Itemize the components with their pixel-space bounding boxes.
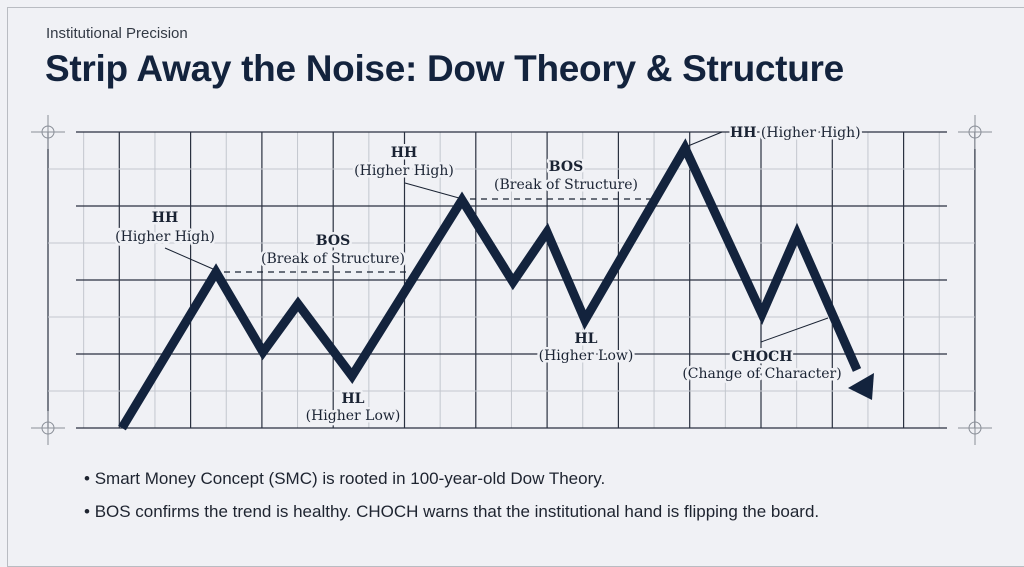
label-hh3: HH (Higher High) xyxy=(728,123,864,144)
svg-text:HH (Higher High): HH (Higher High) xyxy=(730,125,861,141)
svg-text:HL: HL xyxy=(574,331,597,347)
svg-text:HH: HH xyxy=(152,210,178,226)
label-choch: CHOCH (Change of Character) xyxy=(680,347,844,385)
svg-text:(Higher High): (Higher High) xyxy=(354,163,454,179)
label-bos1: BOS (Break of Structure) xyxy=(259,231,408,270)
label-bos2: BOS (Break of Structure) xyxy=(492,157,641,196)
leader-choch xyxy=(760,317,829,343)
label-hh2: HH (Higher High) xyxy=(352,143,457,182)
crosshair-icons xyxy=(31,115,992,445)
svg-text:(Higher Low): (Higher Low) xyxy=(306,408,401,424)
grid xyxy=(47,131,976,429)
svg-text:CHOCH: CHOCH xyxy=(732,349,793,365)
page-title: Strip Away the Noise: Dow Theory & Struc… xyxy=(45,48,844,89)
svg-text:HL: HL xyxy=(341,391,364,407)
label-hh1: HH (Higher High) xyxy=(113,208,218,248)
svg-text:(Break of Structure): (Break of Structure) xyxy=(261,251,405,267)
leader-hh1 xyxy=(164,247,214,270)
bullet-list: Smart Money Concept (SMC) is rooted in 1… xyxy=(84,462,819,528)
svg-text:(Break of Structure): (Break of Structure) xyxy=(494,177,638,193)
structure-diagram: HH (Higher High) BOS (Break of Structure… xyxy=(31,115,992,445)
arrow-head-icon xyxy=(848,373,874,400)
bullet-item: Smart Money Concept (SMC) is rooted in 1… xyxy=(84,462,819,495)
kicker: Institutional Precision xyxy=(46,25,188,42)
label-hl2: HL (Higher Low) xyxy=(536,329,636,367)
leader-lines xyxy=(164,131,829,343)
svg-text:BOS: BOS xyxy=(549,159,583,175)
price-path xyxy=(118,138,862,431)
label-hl1: HL (Higher Low) xyxy=(303,389,403,427)
bullet-item: BOS confirms the trend is healthy. CHOCH… xyxy=(84,495,819,528)
svg-text:(Higher High): (Higher High) xyxy=(115,229,215,245)
leader-hh3 xyxy=(687,131,723,147)
svg-text:(Change of Character): (Change of Character) xyxy=(682,366,841,382)
svg-text:(Higher Low): (Higher Low) xyxy=(539,348,634,364)
svg-text:HH: HH xyxy=(391,145,417,161)
svg-text:BOS: BOS xyxy=(316,233,350,249)
leader-hh2 xyxy=(404,182,460,199)
